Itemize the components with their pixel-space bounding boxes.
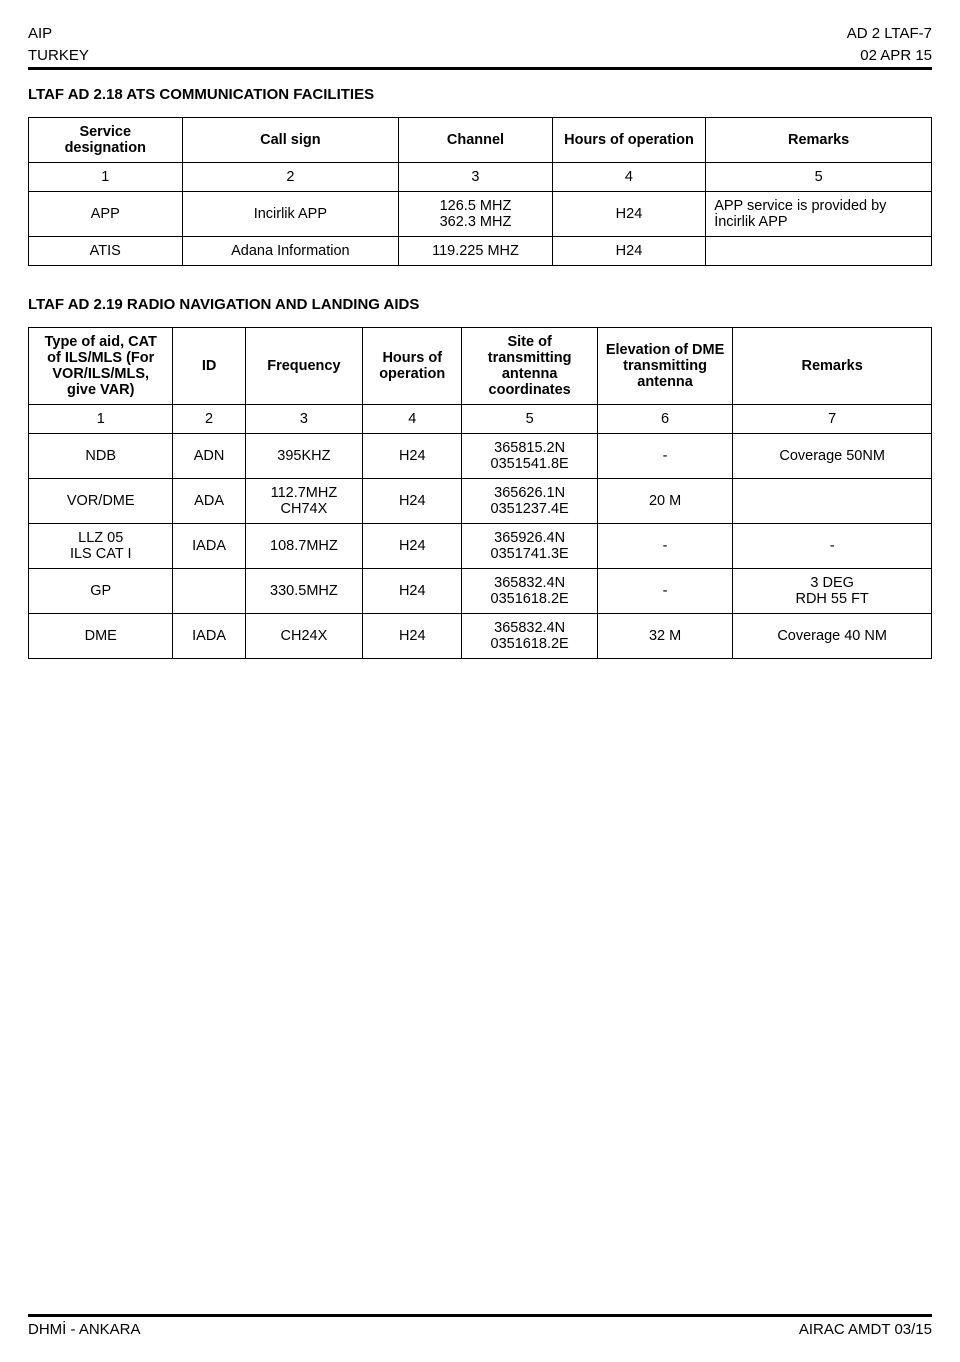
- table-cell: LLZ 05ILS CAT I: [29, 524, 173, 569]
- table-cell: CH24X: [245, 614, 362, 659]
- table-cell: 365832.4N0351618.2E: [462, 569, 597, 614]
- table-cell: NDB: [29, 434, 173, 479]
- col-header: Elevation of DME transmitting antenna: [597, 328, 732, 405]
- table-cell: 365626.1N0351237.4E: [462, 479, 597, 524]
- col-header: Service designation: [29, 118, 183, 163]
- col-num: 4: [552, 163, 706, 192]
- table-cell: VOR/DME: [29, 479, 173, 524]
- col-header: Hours of operation: [552, 118, 706, 163]
- table-cell: [173, 569, 245, 614]
- table-ats-communication: Service designation Call sign Channel Ho…: [28, 117, 932, 266]
- header-right-2: 02 APR 15: [860, 46, 932, 66]
- col-header: Site of transmitting antenna coordinates: [462, 328, 597, 405]
- table-cell: IADA: [173, 524, 245, 569]
- header-right-1: AD 2 LTAF-7: [847, 24, 932, 44]
- footer-rule-thick: [28, 1315, 932, 1317]
- table-cell: APP: [29, 192, 183, 237]
- table-colnum-row: 1 2 3 4 5: [29, 163, 932, 192]
- col-num: 7: [733, 405, 932, 434]
- table-cell: -: [597, 434, 732, 479]
- table-cell: 330.5MHZ: [245, 569, 362, 614]
- table-row: GP 330.5MHZH24365832.4N0351618.2E-3 DEGRD…: [29, 569, 932, 614]
- header-rule-thin: [28, 69, 932, 70]
- col-header: Type of aid, CAT of ILS/MLS (For VOR/ILS…: [29, 328, 173, 405]
- table-body: APPIncirlik APP126.5 MHZ362.3 MHZH24APP …: [29, 192, 932, 266]
- table-cell: Adana Information: [182, 237, 399, 266]
- table-cell: 126.5 MHZ362.3 MHZ: [399, 192, 553, 237]
- col-header: Call sign: [182, 118, 399, 163]
- table-cell: IADA: [173, 614, 245, 659]
- col-num: 3: [399, 163, 553, 192]
- table-row: VOR/DMEADA112.7MHZCH74XH24365626.1N03512…: [29, 479, 932, 524]
- table-cell: H24: [363, 524, 462, 569]
- table-header-row: Service designation Call sign Channel Ho…: [29, 118, 932, 163]
- table-cell: GP: [29, 569, 173, 614]
- table-cell: ADA: [173, 479, 245, 524]
- table-cell: [733, 479, 932, 524]
- table-cell: 112.7MHZCH74X: [245, 479, 362, 524]
- table-cell: 119.225 MHZ: [399, 237, 553, 266]
- footer-left: DHMİ - ANKARA: [28, 1321, 141, 1338]
- page-header-2: TURKEY 02 APR 15: [28, 46, 932, 66]
- table-cell: H24: [552, 237, 706, 266]
- table-row: NDBADN395KHZH24365815.2N0351541.8E-Cover…: [29, 434, 932, 479]
- col-header: Hours of operation: [363, 328, 462, 405]
- table-cell: H24: [363, 434, 462, 479]
- table-cell: -: [597, 569, 732, 614]
- table-cell: Coverage 50NM: [733, 434, 932, 479]
- col-num: 1: [29, 163, 183, 192]
- table-row: APPIncirlik APP126.5 MHZ362.3 MHZH24APP …: [29, 192, 932, 237]
- col-header: Frequency: [245, 328, 362, 405]
- col-header: Remarks: [733, 328, 932, 405]
- table-row: LLZ 05ILS CAT IIADA108.7MHZH24365926.4N0…: [29, 524, 932, 569]
- table-cell: DME: [29, 614, 173, 659]
- table-cell: H24: [552, 192, 706, 237]
- table-cell: 108.7MHZ: [245, 524, 362, 569]
- table-cell: H24: [363, 614, 462, 659]
- table-radio-nav: Type of aid, CAT of ILS/MLS (For VOR/ILS…: [28, 327, 932, 659]
- page-header: AIP AD 2 LTAF-7: [28, 24, 932, 44]
- table-header-row: Type of aid, CAT of ILS/MLS (For VOR/ILS…: [29, 328, 932, 405]
- table-cell: H24: [363, 569, 462, 614]
- header-left-1: AIP: [28, 24, 52, 44]
- table-cell: ATIS: [29, 237, 183, 266]
- col-num: 2: [173, 405, 245, 434]
- table-cell: Incirlik APP: [182, 192, 399, 237]
- table-cell: Coverage 40 NM: [733, 614, 932, 659]
- table-cell: 365832.4N0351618.2E: [462, 614, 597, 659]
- section-title-radio-nav: LTAF AD 2.19 RADIO NAVIGATION AND LANDIN…: [28, 296, 932, 313]
- table-cell: 365815.2N0351541.8E: [462, 434, 597, 479]
- header-left-2: TURKEY: [28, 46, 89, 66]
- section-title-ats: LTAF AD 2.18 ATS COMMUNICATION FACILITIE…: [28, 86, 932, 103]
- table-colnum-row: 1 2 3 4 5 6 7: [29, 405, 932, 434]
- table-cell: 395KHZ: [245, 434, 362, 479]
- table-cell: 32 M: [597, 614, 732, 659]
- col-num: 5: [706, 163, 932, 192]
- table-cell: ADN: [173, 434, 245, 479]
- table-cell: H24: [363, 479, 462, 524]
- table-row: ATISAdana Information119.225 MHZH24: [29, 237, 932, 266]
- col-header: ID: [173, 328, 245, 405]
- page-footer: DHMİ - ANKARA AIRAC AMDT 03/15: [28, 1314, 932, 1338]
- table-body: NDBADN395KHZH24365815.2N0351541.8E-Cover…: [29, 434, 932, 659]
- col-num: 4: [363, 405, 462, 434]
- table-cell: [706, 237, 932, 266]
- table-row: DMEIADACH24XH24365832.4N0351618.2E32 MCo…: [29, 614, 932, 659]
- footer-right: AIRAC AMDT 03/15: [799, 1321, 932, 1338]
- col-num: 1: [29, 405, 173, 434]
- col-header: Remarks: [706, 118, 932, 163]
- col-num: 2: [182, 163, 399, 192]
- table-cell: -: [733, 524, 932, 569]
- col-num: 6: [597, 405, 732, 434]
- table-cell: 20 M: [597, 479, 732, 524]
- table-cell: -: [597, 524, 732, 569]
- col-header: Channel: [399, 118, 553, 163]
- col-num: 3: [245, 405, 362, 434]
- table-cell: 3 DEGRDH 55 FT: [733, 569, 932, 614]
- table-cell: 365926.4N0351741.3E: [462, 524, 597, 569]
- col-num: 5: [462, 405, 597, 434]
- table-cell: APP service is provided by İncirlik APP: [706, 192, 932, 237]
